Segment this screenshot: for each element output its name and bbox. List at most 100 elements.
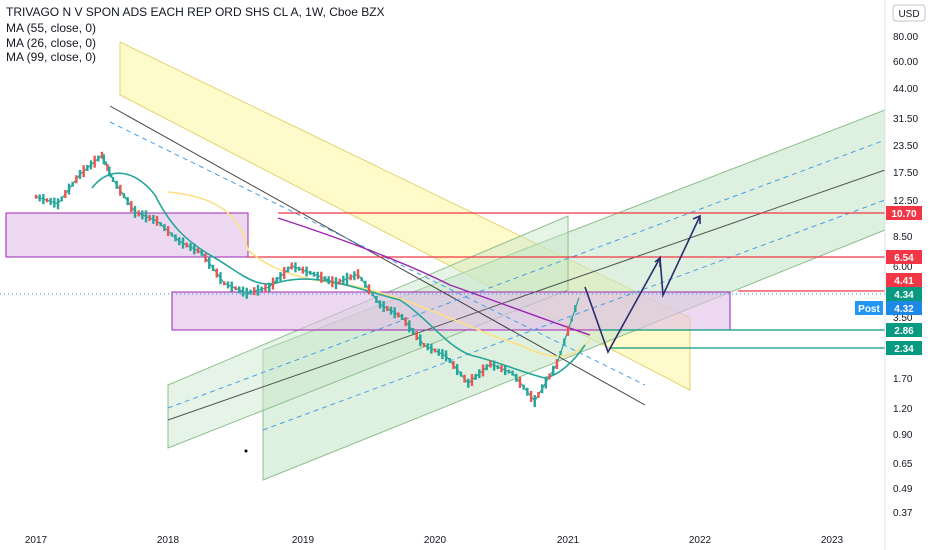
candle xyxy=(526,387,529,396)
candle xyxy=(492,360,496,371)
y-axis[interactable]: USD 0.370.490.650.901.201.702.503.506.00… xyxy=(855,0,926,550)
x-tick-label: 2021 xyxy=(557,535,580,546)
candle xyxy=(111,176,115,182)
candle xyxy=(444,350,448,362)
candle xyxy=(345,272,349,285)
candle xyxy=(574,305,577,313)
projection-arrow-head xyxy=(692,214,701,224)
candle xyxy=(515,373,518,382)
chart-title: TRIVAGO N V SPON ADS EACH REP ORD SHS CL… xyxy=(6,5,385,19)
y-tick-label: 0.49 xyxy=(893,484,913,495)
marker-dot xyxy=(244,449,248,453)
candle xyxy=(448,357,451,363)
y-tick-label: 80.00 xyxy=(893,32,918,43)
price-tag-label: 4.41 xyxy=(894,276,914,287)
candle xyxy=(122,193,126,199)
candle xyxy=(518,376,522,388)
candle xyxy=(100,151,104,159)
candle xyxy=(97,155,100,162)
candle xyxy=(174,234,177,242)
candle xyxy=(459,371,463,377)
candle xyxy=(455,364,459,376)
candle xyxy=(166,226,170,237)
price-tag-label: 2.34 xyxy=(894,344,914,355)
candle xyxy=(268,282,271,292)
candle xyxy=(86,165,89,172)
candle xyxy=(338,278,341,285)
currency-label: USD xyxy=(898,9,919,20)
candle xyxy=(193,243,196,255)
candle xyxy=(500,365,503,373)
candle xyxy=(397,312,400,318)
price-tag-support: 2.86 xyxy=(886,323,922,337)
candle xyxy=(342,275,345,285)
candle xyxy=(133,205,137,218)
candle xyxy=(496,365,500,370)
candle xyxy=(349,274,352,281)
candle xyxy=(238,286,241,294)
candle xyxy=(334,277,338,290)
candle xyxy=(148,214,151,221)
candle xyxy=(555,359,559,370)
price-tag-support: 4.34 xyxy=(886,287,922,301)
candle xyxy=(467,378,470,388)
candle xyxy=(219,272,222,285)
candle xyxy=(279,272,282,282)
currency-button[interactable] xyxy=(892,4,926,22)
candle xyxy=(552,365,555,375)
candle xyxy=(408,320,411,333)
candle xyxy=(320,271,323,283)
candle xyxy=(537,391,540,398)
candle xyxy=(540,384,544,394)
x-tick-label: 2018 xyxy=(157,535,180,546)
candle xyxy=(211,264,215,271)
candle xyxy=(294,262,297,273)
candle xyxy=(327,276,330,285)
candle xyxy=(309,270,312,275)
candle xyxy=(275,277,278,284)
candle xyxy=(367,284,371,295)
candle xyxy=(60,196,63,202)
candle xyxy=(415,331,418,341)
y-tick-label: 0.37 xyxy=(893,508,913,519)
price-tag-label: 2.86 xyxy=(894,326,914,337)
candle xyxy=(155,215,159,226)
candle xyxy=(71,181,74,187)
candle xyxy=(570,317,573,322)
price-tag-label: 4.32 xyxy=(894,304,914,315)
x-axis[interactable]: 2017 2018 2019 2020 2021 2022 2023 xyxy=(25,535,844,546)
candle xyxy=(474,373,477,380)
candle xyxy=(481,364,485,377)
indicator-ma55: MA (55, close, 0) xyxy=(6,21,96,35)
price-tag-resistance: 6.54 xyxy=(886,250,922,264)
y-tick-label: 17.50 xyxy=(893,168,918,179)
y-tick-label: 1.20 xyxy=(893,404,913,415)
ma26-line xyxy=(167,191,591,358)
y-tick-label: 0.65 xyxy=(893,459,913,470)
candle xyxy=(253,287,256,296)
candle xyxy=(478,369,481,379)
candle xyxy=(389,306,393,315)
candle xyxy=(411,328,415,334)
candle xyxy=(200,249,203,256)
candle xyxy=(378,300,382,309)
x-tick-label: 2020 xyxy=(424,535,447,546)
candle xyxy=(196,248,200,254)
price-tag-resistance: 4.41 xyxy=(886,273,922,287)
candle xyxy=(312,271,316,277)
candle xyxy=(34,194,38,199)
candle xyxy=(234,286,237,291)
zone-lower xyxy=(171,291,731,331)
candle xyxy=(185,242,188,248)
candle xyxy=(67,183,71,195)
candle xyxy=(141,210,144,220)
candle xyxy=(356,269,360,280)
candle xyxy=(297,266,301,271)
candle xyxy=(264,284,267,293)
ma55-line xyxy=(277,217,591,336)
candle xyxy=(159,222,162,227)
candle xyxy=(485,364,488,371)
candle xyxy=(152,214,155,224)
